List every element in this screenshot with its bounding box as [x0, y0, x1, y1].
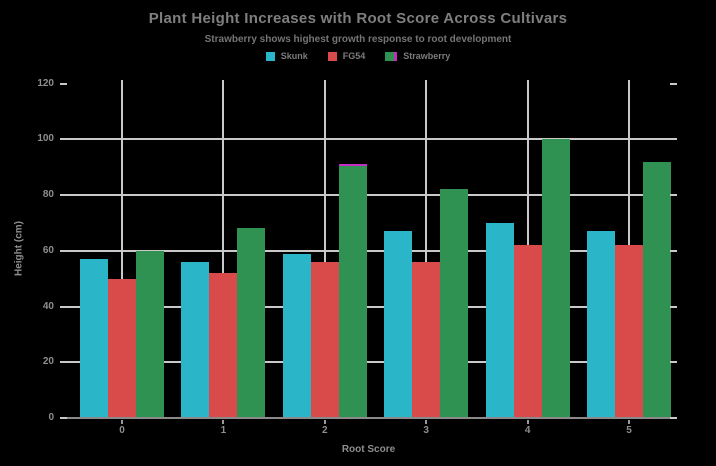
- y-tick-label: 0: [48, 412, 54, 423]
- x-axis-title: Root Score: [341, 444, 396, 455]
- gridline-horizontal: [67, 305, 670, 308]
- y-tick-left: [60, 305, 67, 308]
- plot-area: [67, 80, 671, 418]
- gridline-vertical: [121, 80, 123, 418]
- y-tick-left: [60, 249, 67, 252]
- legend-item-skunk: Skunk: [265, 51, 308, 61]
- gridline-horizontal: [67, 249, 670, 252]
- y-tick-label: 40: [42, 300, 54, 312]
- legend-swatch-strawberry: [385, 51, 398, 61]
- y-tick-left: [60, 194, 67, 196]
- legend-item-strawberry: Strawberry: [385, 51, 450, 61]
- y-tick-right: [670, 305, 677, 308]
- legend: Skunk FG54 Strawberry: [0, 49, 716, 63]
- x-tick: [628, 420, 630, 424]
- bar-strawberry-1: [237, 228, 266, 418]
- x-tick: [222, 420, 225, 424]
- x-tick-label: 2: [322, 425, 328, 436]
- bar-fg54-4: [513, 245, 542, 418]
- bar-fg54-2: [310, 262, 339, 418]
- legend-label: Strawberry: [403, 51, 451, 61]
- y-tick-label: 60: [42, 244, 54, 256]
- chart-subtitle: Strawberry shows highest growth response…: [204, 34, 512, 45]
- y-tick-label: 20: [42, 356, 54, 368]
- chart-title: Plant Height Increases with Root Score A…: [148, 10, 568, 27]
- bar-fg54-0: [108, 279, 136, 418]
- y-tick-label: 120: [37, 77, 54, 89]
- legend-item-fg54: FG54: [327, 51, 366, 61]
- bar-fg54-3: [412, 262, 441, 418]
- legend-swatch-skunk: [265, 51, 275, 61]
- y-tick-left: [60, 138, 67, 141]
- x-tick: [526, 420, 529, 424]
- y-tick-left: [60, 361, 67, 364]
- gridline-horizontal: [67, 138, 670, 141]
- x-tick-label: 5: [626, 425, 632, 436]
- y-tick-right: [670, 82, 677, 85]
- bar-skunk-3: [384, 231, 413, 418]
- bar-skunk-2: [282, 254, 311, 418]
- y-tick-right: [670, 138, 677, 141]
- x-tick-label: 4: [524, 425, 531, 436]
- x-axis-line: [64, 417, 673, 419]
- legend-label: Skunk: [280, 51, 308, 61]
- x-tick-label: 1: [220, 425, 227, 436]
- y-tick-right: [670, 249, 677, 252]
- bar-strawberry-2: [338, 164, 367, 418]
- y-tick-left: [60, 82, 67, 85]
- legend-swatch-fg54: [327, 51, 337, 61]
- bar-fg54-5: [615, 245, 643, 418]
- x-tick: [121, 420, 123, 424]
- gridline-horizontal: [67, 361, 670, 364]
- x-tick-label: 0: [119, 425, 125, 436]
- y-axis-title: Height (cm): [13, 221, 25, 276]
- y-tick-label: 100: [37, 133, 54, 145]
- gridline-horizontal: [67, 194, 670, 196]
- y-tick-right: [670, 417, 677, 419]
- y-tick-left: [60, 417, 67, 419]
- y-tick-right: [670, 361, 677, 364]
- x-tick: [425, 420, 428, 424]
- bar-strawberry-4: [541, 139, 570, 418]
- bar-strawberry-3: [440, 189, 469, 418]
- bar-skunk-1: [181, 262, 210, 418]
- bar-fg54-1: [209, 273, 238, 418]
- gridline-vertical: [323, 80, 326, 418]
- bar-strawberry-0: [136, 251, 164, 418]
- gridline-vertical: [222, 80, 225, 418]
- y-tick-label: 80: [42, 189, 54, 200]
- legend-label: FG54: [342, 51, 366, 61]
- x-tick: [323, 420, 326, 424]
- y-tick-right: [670, 194, 677, 196]
- gridline-vertical: [425, 80, 428, 418]
- bar-skunk-4: [485, 223, 514, 418]
- bar-skunk-0: [80, 259, 108, 418]
- x-tick-label: 3: [423, 425, 429, 436]
- bar-strawberry-5: [643, 162, 671, 418]
- bar-skunk-5: [587, 231, 615, 418]
